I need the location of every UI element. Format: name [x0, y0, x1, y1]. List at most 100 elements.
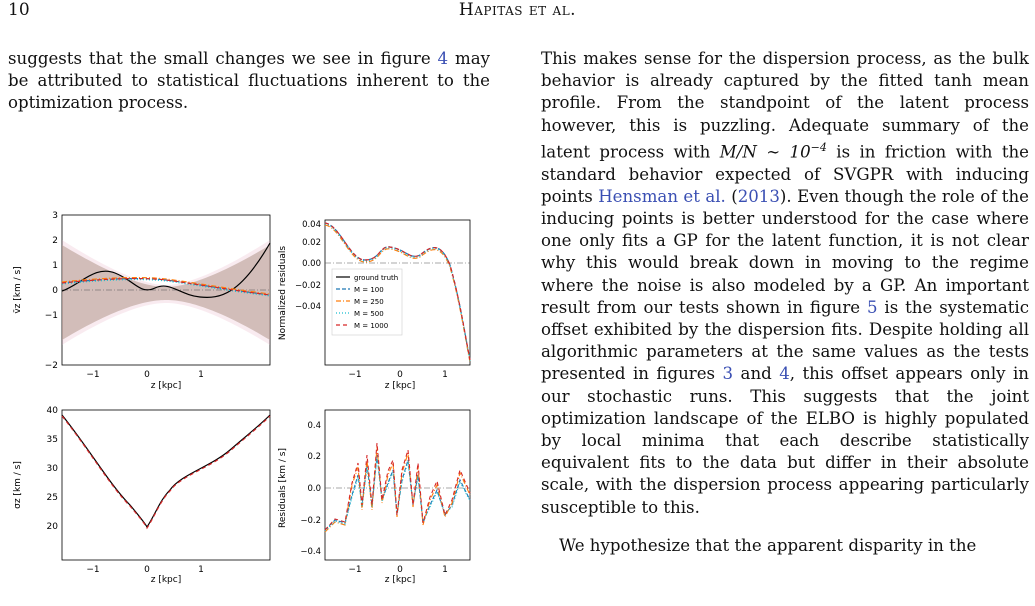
panel-a: 3 2 1 0 −1 −2 −1 0 1 z [kpc] v̄z [km / s…: [13, 211, 271, 391]
left-column: suggests that the small changes we see i…: [8, 48, 490, 115]
panel-c-ground-truth-line: [61, 414, 271, 529]
left-paragraph: suggests that the small changes we see i…: [8, 48, 490, 115]
panel-c-xtick: 1: [198, 565, 204, 575]
panel-d-ytick: 0.2: [307, 452, 321, 462]
panel-a-m100-line: [61, 277, 271, 296]
panel-d-m100-line: [324, 454, 471, 531]
panel-d-ytick: 0.0: [307, 484, 321, 494]
panel-d-ytick: −0.4: [300, 547, 321, 557]
panel-d-xlabel: z [kpc]: [385, 575, 415, 585]
panel-d-frame: [324, 409, 471, 561]
panel-c-m1000-line: [61, 415, 271, 530]
left-text-a: suggests that the small changes we see i…: [8, 49, 438, 68]
legend-label: M = 100: [354, 286, 384, 294]
panel-c-xtick: −1: [86, 565, 99, 575]
panel-a-m250-line: [61, 276, 271, 295]
panel-d-ylabel: Residuals [km / s]: [278, 448, 288, 528]
panel-d-xtick: 1: [442, 565, 448, 575]
panel-c-ytick: 35: [47, 435, 58, 445]
running-title-text: Hapitas et al.: [458, 0, 577, 20]
citation-close-paren: ).: [779, 186, 792, 206]
panel-a-xtick: 1: [198, 370, 204, 380]
math-exponent: −4: [810, 140, 827, 154]
math-ratio: M/N ∼ 10: [719, 142, 811, 162]
right-text-b: is in friction with the standard behavio…: [541, 142, 1030, 206]
panel-d-m500-line: [324, 456, 471, 532]
panel-b-ylabel: Normalized residuals: [278, 246, 288, 341]
panel-d-xtick: 0: [397, 565, 403, 575]
panel-a-ytick: 2: [52, 236, 58, 246]
panel-a-uncertainty-band: [62, 245, 270, 340]
panel-b-ytick: 0.04: [302, 220, 321, 230]
panel-b-ytick: 0.00: [302, 259, 321, 269]
citation-open-paren: (: [725, 186, 738, 206]
panel-b-ytick: −0.04: [295, 302, 321, 312]
panel-c-ylabel: σz [km / s]: [13, 461, 23, 509]
legend-label: M = 250: [354, 298, 384, 306]
right-text-d: is the systematic offset exhibited by th…: [541, 297, 1029, 384]
figure-ref-link[interactable]: 4: [437, 49, 449, 68]
panel-d-m250-line: [324, 446, 471, 533]
panel-a-xlabel: z [kpc]: [151, 381, 181, 391]
panel-b-xtick: 1: [442, 370, 448, 380]
right-text-a: This makes sense for the dispersion proc…: [541, 49, 1029, 162]
panel-d-ytick: 0.4: [307, 421, 321, 431]
panel-b-legend: ground truth M = 100 M = 250 M = 500 M =…: [331, 268, 403, 336]
right-column: This makes sense for the dispersion proc…: [541, 48, 1029, 557]
left-text-b: may be attributed to statistical fluctua…: [8, 49, 490, 113]
panel-c-xtick: 0: [144, 565, 150, 575]
panel-c-ytick: 40: [47, 406, 59, 416]
right-text-and: and: [733, 364, 780, 384]
panel-a-ylabel: v̄z [km / s]: [13, 266, 23, 313]
panel-c-ytick: 20: [47, 522, 59, 532]
panel-b-xtick: 0: [397, 370, 403, 380]
legend-label: M = 500: [354, 310, 384, 318]
figure-5-ref[interactable]: 5: [866, 297, 878, 317]
panel-c-ytick: 30: [47, 464, 59, 474]
panel-b-ytick: 0.02: [302, 238, 321, 248]
panel-c: 40 35 30 25 20 −1 0 1 z [kpc] σz [km / s…: [13, 406, 271, 585]
panel-b-yticks: 0.04 0.02 0.00 −0.02 −0.04: [295, 220, 321, 312]
panel-b-xticks: −1 0 1: [348, 370, 448, 380]
running-title: Hapitas et al.: [0, 0, 1035, 20]
citation-year[interactable]: 2013: [737, 186, 780, 206]
panel-c-yticks: 40 35 30 25 20: [47, 406, 59, 532]
panel-a-xtick: 0: [144, 370, 150, 380]
panel-c-xlabel: z [kpc]: [151, 575, 181, 585]
right-paragraph-1: This makes sense for the dispersion proc…: [541, 48, 1029, 519]
panel-b-m1000-line: [324, 222, 471, 361]
right-text-c: Even though the role of the inducing poi…: [541, 186, 1029, 317]
panel-c-frame: [61, 409, 271, 561]
panel-a-outer-band: [62, 240, 270, 345]
legend-box: [331, 268, 403, 336]
panel-b-ytick: −0.02: [295, 281, 321, 291]
panel-d-yticks: 0.4 0.2 0.0 −0.2 −0.4: [300, 421, 321, 557]
panel-b-frame: [324, 219, 471, 366]
citation-hensman[interactable]: Hensman et al.: [598, 186, 726, 206]
page-number: 10: [8, 0, 30, 20]
panel-a-ytick: −2: [45, 361, 58, 371]
panel-a-ytick: −1: [45, 311, 58, 321]
panel-b: ground truth M = 100 M = 250 M = 500 M =…: [278, 219, 471, 391]
panel-a-xtick: −1: [86, 370, 99, 380]
right-paragraph-2: We hypothesize that the apparent dispari…: [559, 535, 977, 555]
legend-label: M = 1000: [354, 322, 388, 330]
panel-a-ytick: 3: [52, 211, 58, 221]
panel-d-xtick: −1: [348, 565, 361, 575]
panel-d-ytick: −0.2: [300, 516, 321, 526]
panel-c-xticks: −1 0 1: [86, 565, 204, 575]
panel-b-xlabel: z [kpc]: [385, 381, 415, 391]
panel-b-xtick: −1: [348, 370, 361, 380]
panel-a-xticks: −1 0 1: [86, 370, 204, 380]
panel-a-ytick: 1: [52, 261, 58, 271]
panel-d-xticks: −1 0 1: [348, 565, 448, 575]
figure-4-ref[interactable]: 4: [779, 364, 790, 384]
figure: 3 2 1 0 −1 −2 −1 0 1 z [kpc] v̄z [km / s…: [13, 211, 471, 585]
panel-c-ytick: 25: [47, 493, 58, 503]
legend-label: ground truth: [354, 274, 398, 282]
panel-a-ytick: 0: [52, 286, 58, 296]
figure-3-ref[interactable]: 3: [722, 364, 734, 384]
panel-a-ground-truth-line: [61, 242, 271, 298]
panel-d: 0.4 0.2 0.0 −0.2 −0.4 −1 0 1 z [kpc] Res…: [278, 409, 471, 585]
right-text-e: , this offset appears only in our stocha…: [541, 364, 1029, 517]
